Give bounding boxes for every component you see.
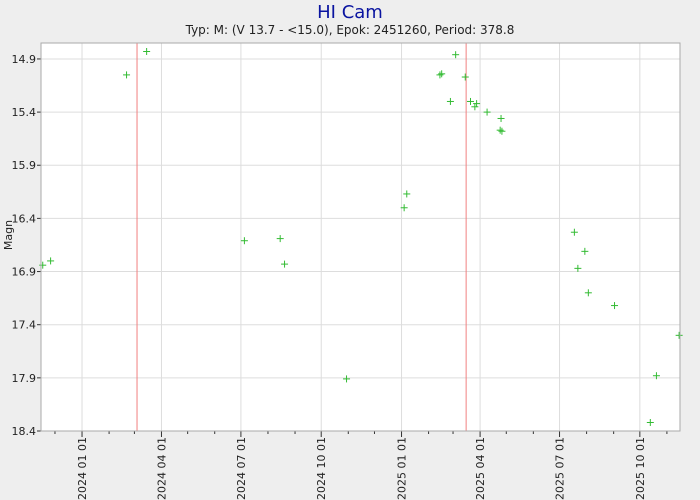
data-point xyxy=(473,100,481,108)
maxima-lines xyxy=(136,43,467,431)
data-point xyxy=(483,108,491,116)
chart-title: HI Cam xyxy=(317,2,383,23)
data-point xyxy=(452,51,460,59)
data-point xyxy=(39,261,47,269)
data-point xyxy=(143,48,151,56)
data-point xyxy=(436,71,444,79)
plot-area xyxy=(41,43,680,431)
plot-frame xyxy=(40,42,681,432)
x-tick-label: 2024 07 01 xyxy=(235,437,248,500)
data-point xyxy=(471,103,479,111)
data-point xyxy=(675,331,683,339)
y-tick-label: 16.4 xyxy=(12,212,37,225)
y-tick-label: 17.9 xyxy=(12,372,37,385)
axes xyxy=(37,42,681,437)
y-tick-label: 15.9 xyxy=(12,159,37,172)
y-tick-label: 15.4 xyxy=(12,106,37,119)
y-tick-label: 18.4 xyxy=(12,425,37,438)
data-point xyxy=(574,264,582,272)
y-tick-labels: 14.9 15.4 15.9 16.4 16.9 17.4 17.9 18.4 xyxy=(12,53,37,438)
y-axis-label: Magn xyxy=(2,220,15,250)
grid-lines xyxy=(41,43,680,432)
y-tick-label: 16.9 xyxy=(12,266,37,279)
data-point xyxy=(47,257,55,265)
data-point xyxy=(240,237,248,245)
data-point xyxy=(646,418,654,426)
x-tick-label: 2025 04 01 xyxy=(474,437,487,500)
x-tick-labels: 2024 01 01 2024 04 01 2024 07 01 2024 10 01… xyxy=(76,437,647,500)
data-point xyxy=(461,73,469,81)
y-tick-label: 17.4 xyxy=(12,319,37,332)
x-tick-label: 2025 07 01 xyxy=(554,437,567,500)
data-point xyxy=(497,114,505,122)
x-tick-label: 2024 10 01 xyxy=(315,437,328,500)
data-point xyxy=(611,302,619,310)
x-tick-label: 2025 10 01 xyxy=(634,437,647,500)
data-point xyxy=(570,228,578,236)
data-point xyxy=(496,126,504,134)
data-point xyxy=(123,71,131,79)
data-point xyxy=(276,235,284,243)
y-tick-label: 14.9 xyxy=(12,53,37,66)
x-tick-label: 2024 04 01 xyxy=(155,437,168,500)
data-point xyxy=(446,97,454,105)
data-points xyxy=(39,48,683,426)
x-tick-label: 2024 01 01 xyxy=(76,437,89,500)
data-point xyxy=(281,260,289,268)
data-point xyxy=(584,289,592,297)
data-point xyxy=(498,127,506,135)
data-point xyxy=(466,97,474,105)
data-point xyxy=(403,190,411,198)
x-tick-label: 2025 01 01 xyxy=(396,437,409,500)
data-point xyxy=(581,247,589,255)
data-point xyxy=(652,372,660,380)
data-point xyxy=(343,375,351,383)
chart-subtitle: Typ: M: (V 13.7 - <15.0), Epok: 2451260,… xyxy=(185,23,515,37)
data-point xyxy=(438,70,446,78)
data-point xyxy=(400,204,408,212)
